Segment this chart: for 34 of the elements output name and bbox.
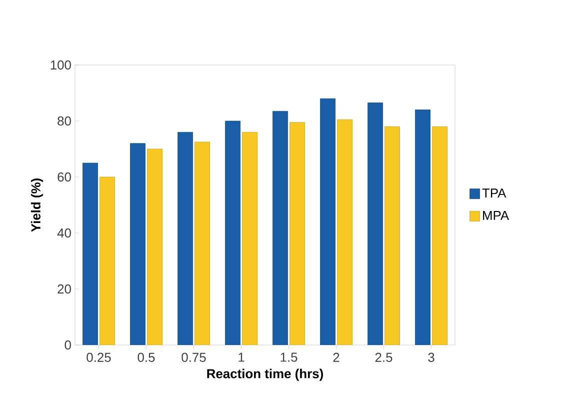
y-tick-label: 100	[50, 60, 71, 70]
y-tick-label: 0	[64, 340, 71, 350]
bar	[147, 148, 162, 345]
bar	[225, 120, 240, 345]
bar	[130, 143, 146, 345]
y-axis-title: Yield (%)	[30, 178, 44, 232]
bar	[320, 98, 336, 345]
bar	[337, 119, 352, 345]
x-tick-label: 0.75	[182, 352, 206, 362]
x-tick-label: 2	[333, 352, 340, 362]
bar	[384, 126, 400, 345]
bar	[100, 176, 115, 345]
x-tick-label: 0.5	[138, 352, 155, 362]
x-tick-label: 2.5	[375, 352, 392, 362]
y-tick-label: 40	[57, 228, 71, 238]
bar	[194, 142, 210, 345]
x-tick-label: 0.25	[86, 352, 111, 362]
bar	[82, 162, 98, 345]
legend-label: MPA	[483, 210, 510, 220]
x-tick-label: 1.5	[280, 352, 298, 362]
y-tick-label: 60	[58, 172, 71, 182]
bar	[242, 132, 258, 345]
legend-label: TPA	[482, 188, 506, 198]
bar	[178, 132, 193, 345]
x-tick-label: 3	[428, 352, 434, 362]
bar	[432, 126, 448, 345]
y-tick-label: 80	[58, 116, 71, 126]
x-axis-title: Reaction time (hrs)	[207, 368, 323, 381]
y-tick-label: 20	[58, 284, 71, 294]
bar	[368, 102, 383, 345]
bar	[272, 111, 288, 345]
bar	[415, 110, 430, 345]
bar	[290, 122, 305, 345]
x-tick-label: 1	[238, 352, 244, 362]
